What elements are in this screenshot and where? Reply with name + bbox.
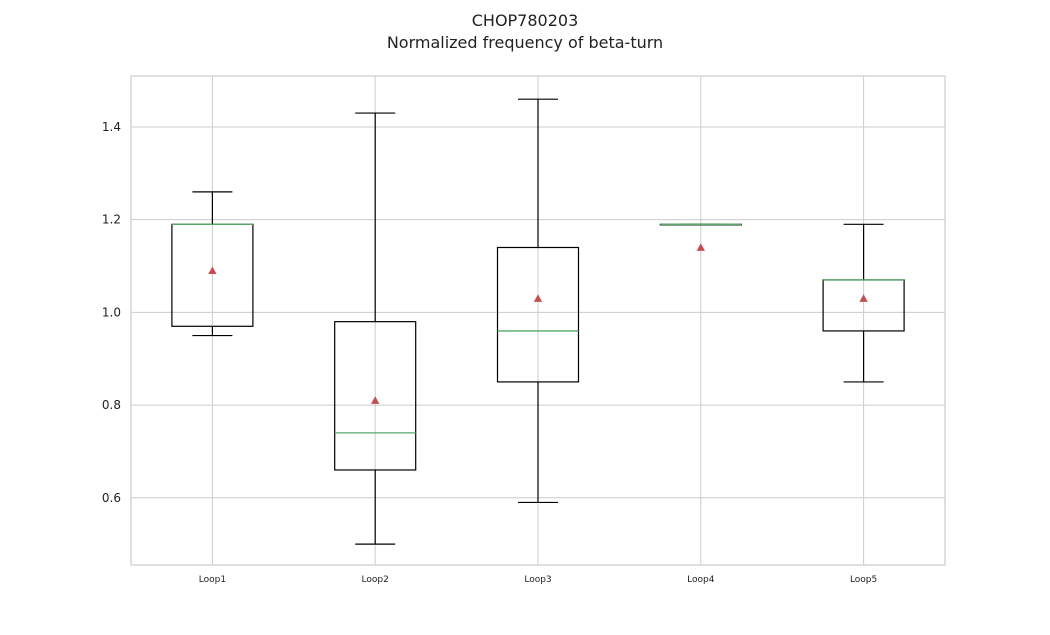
chart-title-block: CHOP780203 Normalized frequency of beta-… bbox=[0, 10, 1050, 54]
box-loop2 bbox=[334, 112, 417, 545]
y-tick-label: 0.6 bbox=[102, 491, 121, 505]
chart-title: CHOP780203 bbox=[471, 11, 579, 30]
mean-marker bbox=[859, 294, 868, 302]
axis-label-layer: 0.6 0.8 1.0 1.2 1.4 Loop1 Loop2 Loop3 Loop4 Loop5 bbox=[102, 120, 877, 585]
plot-frame bbox=[130, 75, 946, 566]
box-layer bbox=[171, 98, 905, 545]
mean-marker bbox=[533, 294, 543, 302]
chart-subtitle: Normalized frequency of beta-turn bbox=[386, 33, 664, 52]
x-tick-label: Loop3 bbox=[524, 575, 551, 585]
mean-marker bbox=[696, 243, 705, 251]
mean-marker bbox=[371, 396, 380, 404]
box-loop5 bbox=[822, 223, 905, 383]
box-loop4 bbox=[659, 223, 742, 251]
x-tick-label: Loop5 bbox=[850, 575, 877, 585]
mean-marker bbox=[208, 266, 217, 275]
y-tick-label: 0.8 bbox=[102, 398, 121, 412]
y-tick-label: 1.2 bbox=[102, 213, 121, 227]
box-loop3 bbox=[496, 98, 580, 504]
x-tick-label: Loop2 bbox=[362, 575, 389, 585]
iqr-box bbox=[334, 321, 417, 471]
y-tick-label: 1.0 bbox=[102, 305, 121, 319]
y-tick-label: 1.4 bbox=[102, 120, 121, 134]
x-tick-label: Loop1 bbox=[199, 575, 226, 585]
iqr-box bbox=[496, 246, 580, 383]
box-loop1 bbox=[171, 191, 254, 337]
x-tick-label: Loop4 bbox=[687, 575, 715, 585]
